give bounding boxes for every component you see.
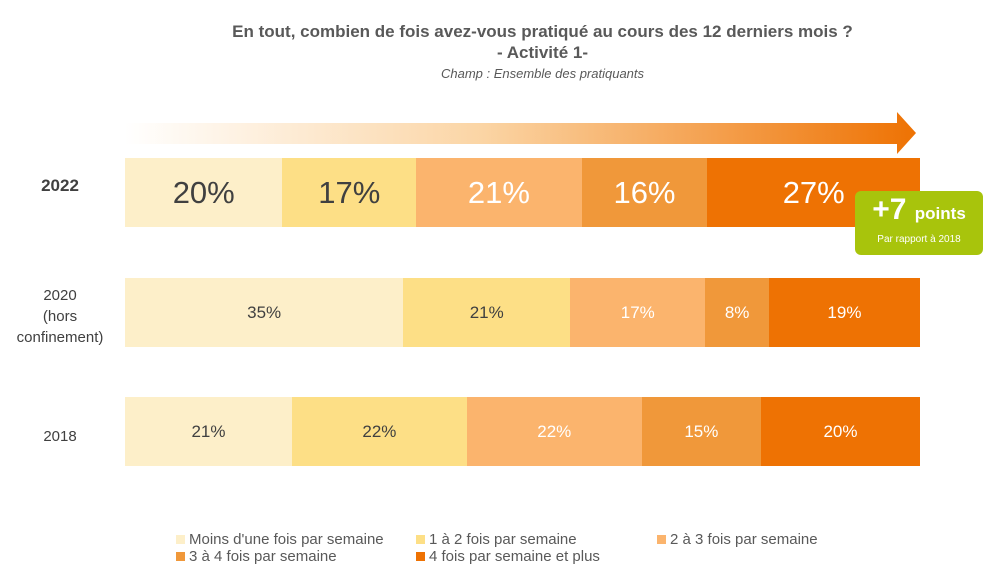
category-label: (hors <box>42 308 78 325</box>
category-label: 2018 <box>43 428 77 445</box>
chart-subtitle: Champ : Ensemble des pratiquants <box>440 66 645 81</box>
legend-swatch <box>657 535 666 544</box>
bar-segment: 22% <box>466 397 642 466</box>
data-label: 17% <box>620 302 655 322</box>
bar-segment: 20% <box>125 158 283 227</box>
delta-badge: +7 points Par rapport à 2018 <box>855 191 983 255</box>
legend-swatch <box>176 552 185 561</box>
data-label: 19% <box>827 302 862 322</box>
data-label: 22% <box>537 421 572 441</box>
bar-segment: 21% <box>125 397 292 466</box>
chart-title-activity: - Activité 1- <box>496 43 588 62</box>
bar-segment: 35% <box>125 278 404 347</box>
data-label: 21% <box>467 174 530 210</box>
legend-label: 4 fois par semaine et plus <box>429 548 600 565</box>
chart-title: En tout, combien de fois avez-vous prati… <box>232 22 853 41</box>
bar-segment: 17% <box>282 158 417 227</box>
data-label: 27% <box>782 174 845 210</box>
bar-segment: 8% <box>705 278 769 347</box>
data-label: 21% <box>469 302 504 322</box>
bar-segment: 19% <box>768 278 920 347</box>
data-label: 15% <box>684 421 719 441</box>
bar-row: 35% 21% 17% 8% 19% <box>125 278 920 347</box>
legend-label: 1 à 2 fois par semaine <box>429 531 577 548</box>
delta-value: +7 <box>872 193 907 226</box>
legend-item: 3 à 4 fois par semaine <box>176 548 337 565</box>
category-label: 2022 <box>41 176 79 195</box>
trend-arrow <box>125 112 916 154</box>
legend-swatch <box>416 535 425 544</box>
legend-item: 2 à 3 fois par semaine <box>657 531 818 548</box>
data-label: 20% <box>823 421 858 441</box>
legend-item: 1 à 2 fois par semaine <box>416 531 577 548</box>
category-label: confinement) <box>16 329 104 346</box>
bar-segment: 16% <box>581 158 708 227</box>
data-label: 22% <box>362 421 397 441</box>
data-label: 21% <box>191 421 226 441</box>
delta-unit: points <box>914 204 966 223</box>
legend-swatch <box>416 552 425 561</box>
legend-item: 4 fois par semaine et plus <box>416 548 600 565</box>
bar-row: 21% 22% 22% 15% 20% <box>125 397 920 466</box>
data-label: 16% <box>613 174 676 210</box>
legend-label: 3 à 4 fois par semaine <box>189 548 337 565</box>
legend-label: 2 à 3 fois par semaine <box>670 531 818 548</box>
bar-segment: 22% <box>291 397 467 466</box>
delta-caption: Par rapport à 2018 <box>877 234 961 245</box>
data-label: 20% <box>172 174 235 210</box>
bar-segment: 17% <box>570 278 706 347</box>
bar-row: 20% 17% 21% 16% 27% <box>125 158 920 227</box>
bar-segment: 21% <box>416 158 582 227</box>
legend-label: Moins d'une fois par semaine <box>189 531 384 548</box>
data-label: 8% <box>724 302 750 322</box>
bar-segment: 15% <box>641 397 761 466</box>
category-label: 2020 <box>43 287 77 304</box>
legend-swatch <box>176 535 185 544</box>
bar-segment: 21% <box>403 278 571 347</box>
data-label: 17% <box>318 174 381 210</box>
legend-item: Moins d'une fois par semaine <box>176 531 384 548</box>
data-label: 35% <box>247 302 282 322</box>
bar-segment: 20% <box>760 397 920 466</box>
